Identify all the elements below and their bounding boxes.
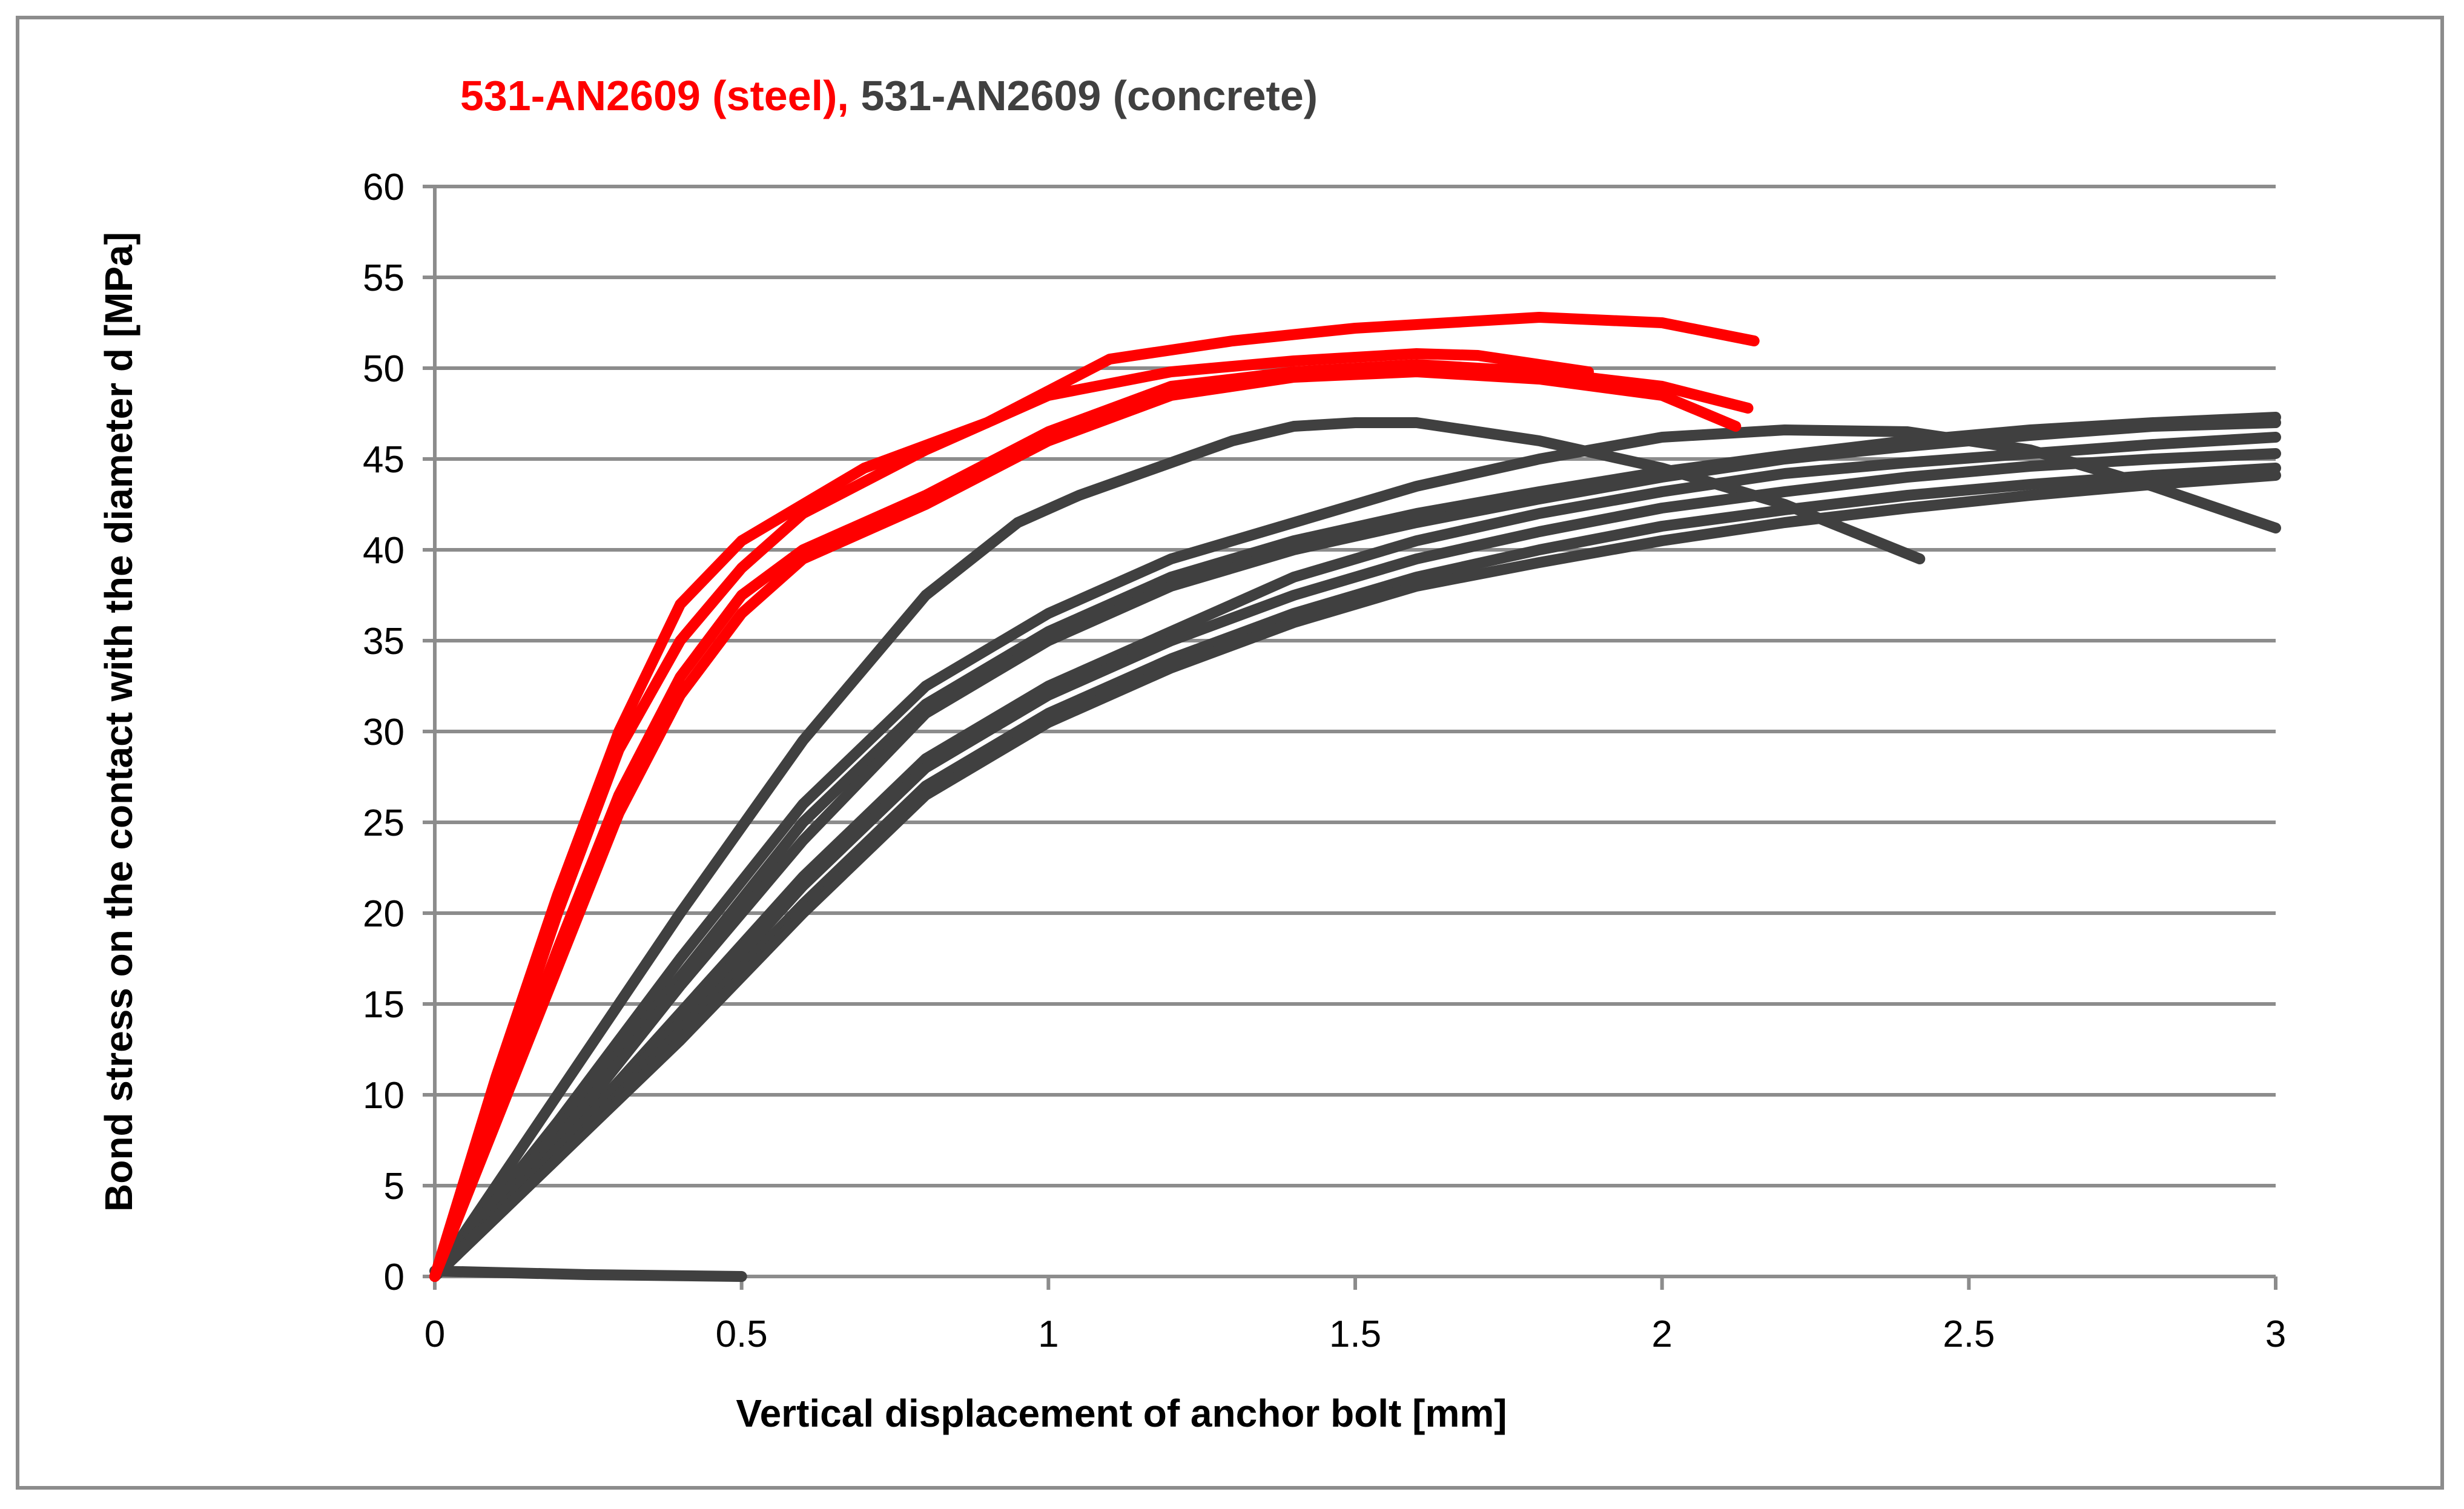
y-tick-label: 40 [363, 530, 405, 572]
chart-title-steel: 531-AN2609 (steel), [460, 72, 849, 119]
y-tick-label: 50 [363, 348, 405, 390]
chart-frame: 531-AN2609 (steel), 531-AN2609 (concrete… [16, 16, 2444, 1490]
x-tick-label: 1 [1038, 1313, 1059, 1355]
x-tick-label: 0 [424, 1313, 445, 1355]
y-tick-label: 35 [363, 621, 405, 662]
steel-series-line-3 [429, 366, 1742, 1282]
x-tick-label: 1.5 [1329, 1313, 1381, 1355]
y-tick-label: 5 [384, 1166, 405, 1207]
steel-series-line-1 [429, 348, 1594, 1282]
y-tick-label: 45 [363, 439, 405, 481]
line-chart: 531-AN2609 (steel), 531-AN2609 (concrete… [97, 72, 2286, 1435]
concrete-series-line-8 [429, 432, 2281, 1282]
y-tick-label: 20 [363, 893, 405, 935]
concrete-series-line-7 [429, 417, 2281, 1282]
concrete-series-line-11 [429, 470, 2281, 1282]
axes [423, 185, 2277, 1290]
x-tick-label: 2.5 [1943, 1313, 1995, 1355]
y-tick-label: 30 [363, 712, 405, 753]
x-tick-label: 2 [1651, 1313, 1672, 1355]
y-tick-label: 25 [363, 802, 405, 844]
steel-series-line-0 [429, 312, 1760, 1282]
x-tick-label: 3 [2265, 1313, 2286, 1355]
x-tick-label: 0.5 [716, 1313, 768, 1355]
x-axis-title: Vertical displacement of anchor bolt [mm… [736, 1392, 1507, 1435]
y-tick-label: 60 [363, 167, 405, 208]
y-tick-labels: 0 5 10 15 20 25 30 35 40 45 50 55 60 [363, 167, 405, 1298]
x-tick-labels: 0 0.5 1 1.5 2 2.5 3 [424, 1313, 2286, 1355]
concrete-series-line-6 [429, 412, 2281, 1282]
series-lines [429, 312, 2281, 1282]
concrete-series-line-12 [429, 1266, 747, 1282]
concrete-series-line-4 [429, 417, 1926, 1282]
y-tick-label: 15 [363, 984, 405, 1026]
gridlines [435, 185, 2276, 1187]
concrete-series-line-10 [429, 463, 2281, 1282]
y-axis-title: Bond stress on the contact with the diam… [97, 232, 140, 1212]
chart-title-concrete: 531-AN2609 (concrete) [849, 72, 1318, 119]
concrete-series-line-9 [429, 448, 2281, 1282]
chart-title: 531-AN2609 (steel), 531-AN2609 (concrete… [460, 72, 1318, 119]
y-tick-label: 55 [363, 257, 405, 299]
y-tick-label: 0 [384, 1256, 405, 1298]
y-tick-label: 10 [363, 1075, 405, 1117]
steel-series-line-2 [429, 359, 1754, 1282]
